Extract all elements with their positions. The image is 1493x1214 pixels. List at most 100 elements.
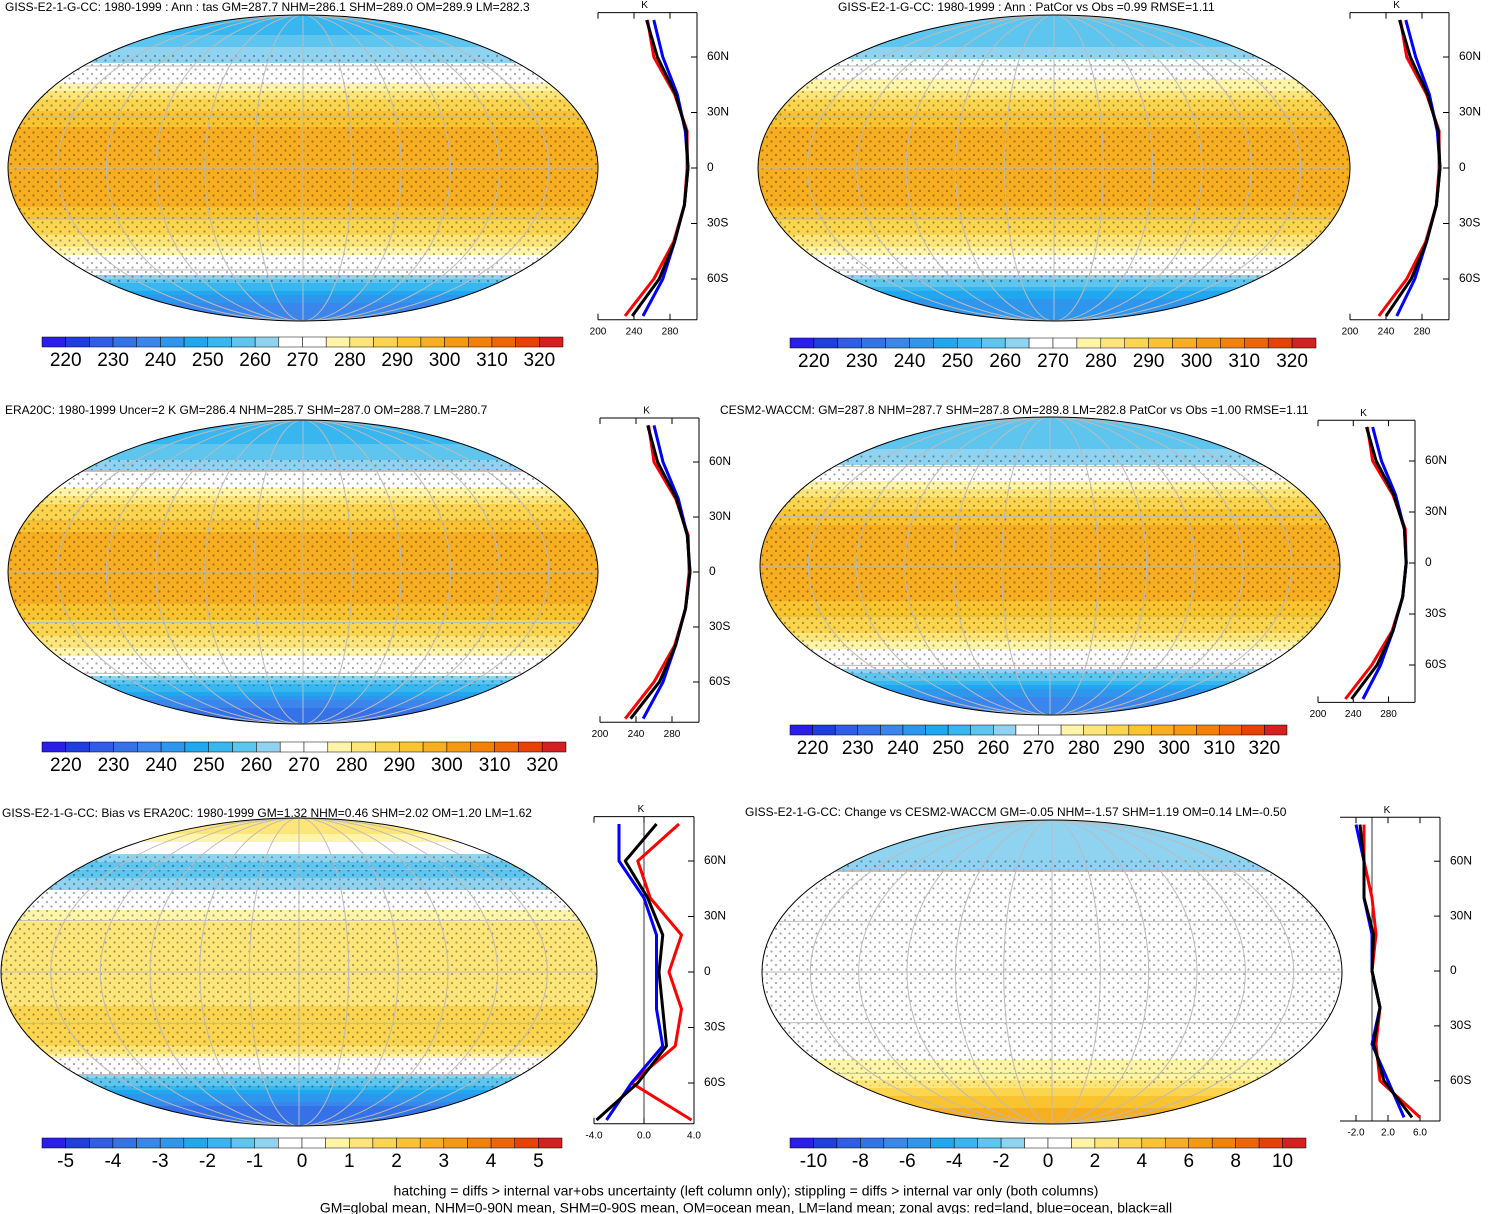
meridian	[204, 420, 402, 724]
colorbar-swatch	[1015, 724, 1039, 736]
colorbar-swatch	[302, 336, 327, 348]
y-tick-label: 30N	[1425, 504, 1447, 518]
colorbar-swatch	[836, 1137, 861, 1149]
colorbar-label: 310	[1203, 738, 1235, 759]
meridian	[50, 818, 548, 1126]
meridian	[1003, 820, 1101, 1124]
zonal-line	[624, 425, 691, 720]
colorbar-swatch	[1173, 724, 1197, 736]
zonal-line	[1361, 426, 1408, 700]
colorbar-swatch	[375, 741, 400, 753]
panel-title: GISS-E2-1-G-CC: 1980-1999 : Ann : tas GM…	[5, 0, 530, 14]
colorbar-swatch	[420, 336, 445, 348]
colorbar-swatch	[1106, 724, 1130, 736]
colorbar-label: -8	[852, 1151, 869, 1172]
colorbar-label: 240	[145, 350, 177, 371]
x-tick-label: -2.0	[1347, 1128, 1365, 1139]
meridian	[952, 417, 1148, 715]
colorbar-swatch	[160, 336, 185, 348]
colorbar-label: 4	[486, 1151, 497, 1172]
colorbar-swatch	[65, 741, 90, 753]
colorbar-swatch	[1076, 337, 1102, 349]
colorbar-label: 280	[334, 350, 366, 371]
y-tick-label: 0	[1450, 963, 1457, 977]
meridian	[149, 818, 449, 1126]
colorbar-swatch	[1094, 1137, 1119, 1149]
colorbar-swatch	[254, 336, 280, 348]
y-tick-label: 60N	[1450, 853, 1472, 867]
x-tick-label: 200	[1310, 709, 1327, 720]
colorbar-swatch	[813, 337, 839, 349]
colorbar-swatch	[467, 1137, 492, 1149]
colorbar-swatch	[279, 741, 305, 753]
colorbar-swatch	[1052, 337, 1078, 349]
colorbar-swatch	[1071, 1137, 1096, 1149]
colorbar-swatch	[1100, 337, 1125, 349]
colorbar-label: -2	[993, 1151, 1010, 1172]
footnote: GM=global mean, NHM=0-90N mean, SHM=0-90…	[320, 1200, 1172, 1214]
colorbar-swatch	[930, 1137, 955, 1149]
colorbar-label: 280	[1068, 738, 1100, 759]
colorbar-label: 270	[1037, 351, 1069, 372]
colorbar-swatch	[89, 1137, 114, 1149]
colorbar-label: 250	[942, 351, 974, 372]
colorbar-label: 240	[887, 738, 919, 759]
colorbar-swatch	[1264, 724, 1288, 736]
unit-label: K	[1393, 0, 1400, 11]
colorbar-swatch	[1118, 1137, 1143, 1149]
colorbar-swatch	[1038, 724, 1062, 736]
colorbar-swatch	[885, 337, 910, 349]
colorbar-swatch	[207, 336, 232, 348]
colorbar-swatch	[89, 741, 114, 753]
map-outline	[761, 819, 1343, 1125]
colorbar-label: 300	[1158, 738, 1190, 759]
colorbar-label: 240	[894, 351, 926, 372]
y-tick-label: 30S	[1459, 216, 1480, 230]
colorbar-swatch	[957, 337, 982, 349]
colorbar-swatch	[1282, 1137, 1307, 1149]
colorbar-swatch	[925, 724, 949, 736]
colorbar-label: 4	[1137, 1151, 1148, 1172]
colorbar-label: -2	[199, 1151, 216, 1172]
colorbar-swatch	[137, 741, 162, 753]
colorbar-swatch	[396, 336, 422, 348]
colorbar-swatch	[1004, 337, 1030, 349]
x-tick-label: -4.0	[585, 1130, 603, 1141]
y-tick-label: 30N	[704, 909, 726, 923]
colorbar-swatch	[1235, 1137, 1260, 1149]
colorbar-swatch	[136, 336, 161, 348]
map-outline	[757, 14, 1351, 322]
x-tick-label: 200	[1342, 326, 1359, 337]
colorbar-label: 260	[239, 350, 271, 371]
zonal-line	[605, 824, 665, 1121]
y-tick-label: 30S	[1450, 1018, 1471, 1032]
colorbar-label: 290	[381, 350, 413, 371]
colorbar-swatch	[327, 741, 352, 753]
y-tick-label: 30S	[709, 619, 730, 633]
zonal-line	[630, 822, 693, 1122]
colorbar-swatch	[1128, 724, 1152, 736]
colorbar-label: 310	[1228, 351, 1260, 372]
colorbar-label: 230	[98, 755, 130, 776]
y-tick-label: 60N	[1459, 49, 1481, 63]
colorbar-swatch	[41, 741, 67, 753]
colorbar-swatch	[1124, 337, 1149, 349]
x-tick-label: 280	[664, 729, 681, 740]
y-tick-label: 0	[704, 964, 711, 978]
map	[762, 820, 1342, 1124]
colorbar-swatch	[396, 1137, 421, 1149]
colorbar-label: 1	[344, 1151, 355, 1172]
colorbar-swatch	[981, 337, 1006, 349]
colorbar-swatch	[970, 724, 994, 736]
colorbar-swatch	[113, 741, 138, 753]
colorbar-swatch	[857, 724, 881, 736]
y-tick-label: 60N	[704, 853, 726, 867]
panel-title: GISS-E2-1-G-CC: 1980-1999 : Ann : PatCor…	[838, 0, 1215, 14]
colorbar-swatch	[301, 1137, 326, 1149]
colorbar-label: 250	[193, 755, 225, 776]
colorbar-swatch	[1148, 337, 1173, 349]
colorbar-swatch	[232, 741, 257, 753]
meridian	[155, 420, 451, 724]
colorbar-swatch	[953, 1137, 978, 1149]
